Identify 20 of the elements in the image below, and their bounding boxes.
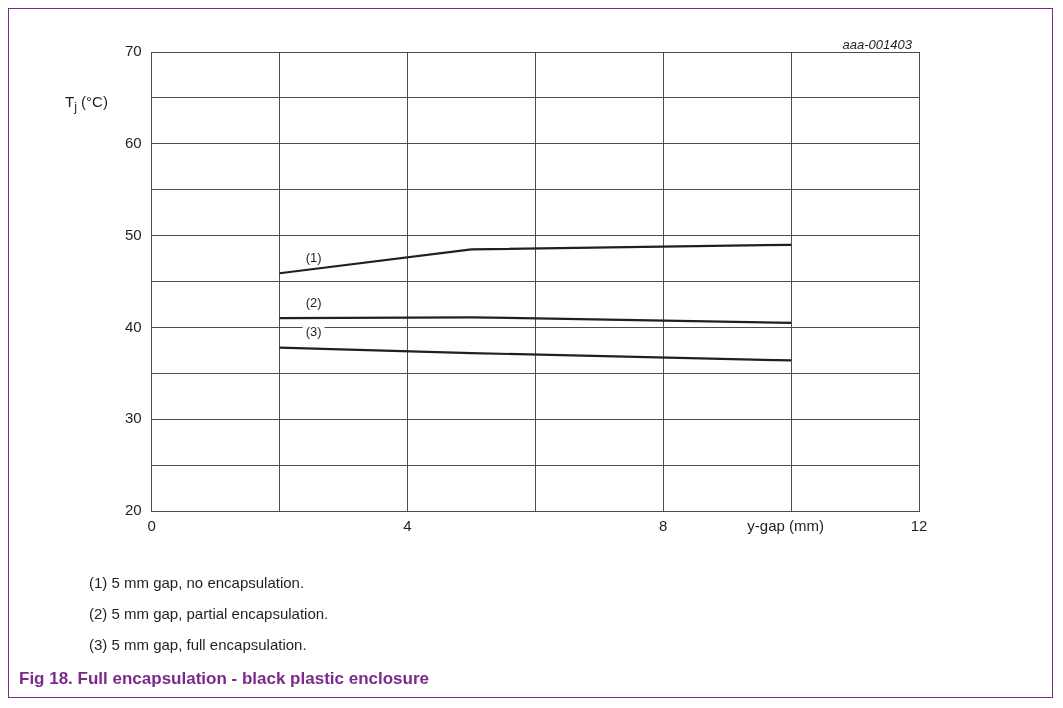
text: aaa-001403: [842, 37, 912, 52]
series-label: (1): [305, 249, 322, 265]
x-tick-label: 12: [910, 516, 928, 534]
y-axis-title: T$_{j}$ (°C): [65, 93, 108, 114]
series-label: (2): [305, 294, 322, 310]
x-tick-label: 8: [659, 516, 668, 534]
text: (1) 5 mm gap, no encapsulation.: [89, 574, 306, 591]
y-tick-label: 20: [125, 501, 142, 519]
text: (2) 5 mm gap, partial encapsulation.: [89, 605, 329, 622]
text: (3) 5 mm gap, full encapsulation.: [89, 636, 308, 653]
x-axis-title: y-gap (mm): [747, 517, 824, 534]
y-tick-label: 60: [125, 133, 142, 151]
y-tick-label: 70: [125, 42, 142, 60]
y-tick-label: 50: [125, 225, 142, 243]
y-tick-label: 40: [125, 317, 142, 335]
y-tick-label: 30: [125, 409, 142, 427]
x-tick-label: 0: [147, 516, 156, 534]
series-label: (3): [305, 324, 322, 340]
text: Fig 18. Full encapsulation - black plastic enclosure: [19, 669, 430, 689]
x-tick-label: 4: [403, 516, 412, 534]
